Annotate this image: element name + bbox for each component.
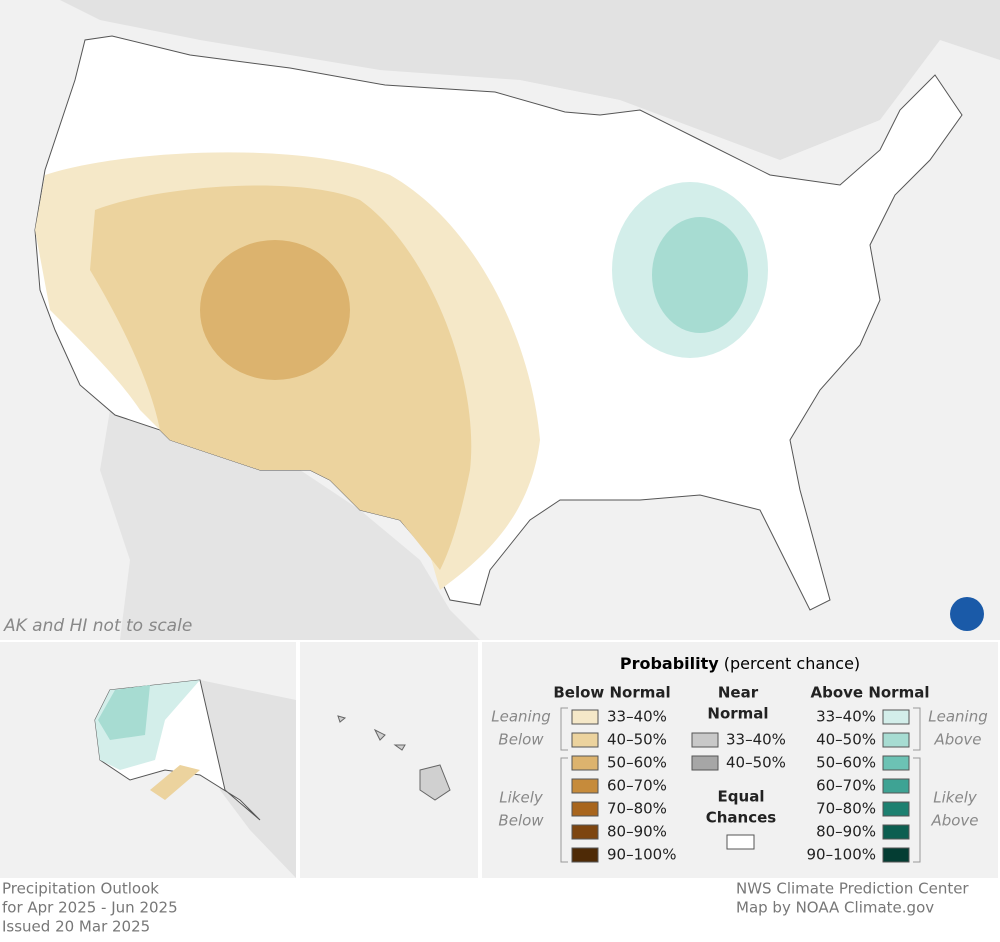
swatch-label: 90–100% — [607, 846, 676, 864]
swatch-label: 33–40% — [607, 708, 667, 726]
swatch-label: 50–60% — [607, 754, 667, 772]
canada-inset — [200, 680, 296, 878]
swatch-label: 70–80% — [607, 800, 667, 818]
swatch — [691, 732, 719, 748]
legend-subtitle: (percent chance) — [724, 654, 860, 673]
swatch-label: 40–50% — [726, 754, 786, 772]
side-label: Likely — [933, 789, 978, 807]
swatch-label: 40–50% — [816, 731, 876, 749]
canada — [60, 0, 1000, 160]
swatch — [726, 834, 755, 850]
footer-text: Precipitation Outlook — [2, 880, 159, 898]
side-label: Above — [933, 731, 981, 749]
heading: Equal — [718, 788, 765, 806]
swatch — [882, 801, 910, 817]
heading: Above Normal — [811, 684, 930, 702]
swatch — [882, 824, 910, 840]
swatch-label: 70–80% — [816, 800, 876, 818]
swatch-label: 50–60% — [816, 754, 876, 772]
side-label: Below — [498, 812, 544, 830]
heading: Chances — [706, 809, 777, 827]
scale-note: AK and HI not to scale — [3, 616, 192, 636]
heading: Below Normal — [553, 684, 670, 702]
side-label: Leaning — [928, 708, 987, 726]
heading: Near — [718, 684, 759, 702]
swatch — [571, 755, 599, 771]
above-40-area — [652, 217, 748, 333]
swatch-label: 80–90% — [816, 823, 876, 841]
bracket — [913, 707, 921, 863]
swatch-label: 90–100% — [807, 846, 876, 864]
alaska-below — [150, 765, 200, 800]
swatch — [691, 755, 719, 771]
swatch-label: 60–70% — [816, 777, 876, 795]
swatch-label: 33–40% — [816, 708, 876, 726]
footer-text: Issued 20 Mar 2025 — [2, 918, 150, 936]
alaska-above-40 — [98, 685, 150, 740]
side-label: Likely — [499, 789, 544, 807]
footer-text: for Apr 2025 - Jun 2025 — [2, 899, 178, 917]
footer-text: NWS Climate Prediction Center — [736, 880, 969, 898]
swatch — [571, 801, 599, 817]
swatch — [882, 778, 910, 794]
swatch — [571, 778, 599, 794]
swatch — [571, 847, 599, 863]
swatch-label: 80–90% — [607, 823, 667, 841]
heading: Normal — [707, 705, 768, 723]
swatch-label: 60–70% — [607, 777, 667, 795]
swatch — [571, 824, 599, 840]
legend: Below Normal 33–40% 40–50% 50–60% 60–70% 70–8… — [491, 684, 987, 864]
side-label: Below — [498, 731, 544, 749]
swatch-label: 40–50% — [607, 731, 667, 749]
mexico — [100, 410, 480, 640]
side-label: Leaning — [491, 708, 550, 726]
swatch-label: 33–40% — [726, 731, 786, 749]
legend-title: Probability (percent chance) — [620, 654, 860, 673]
hawaii-panel — [300, 642, 478, 878]
swatch — [882, 755, 910, 771]
footer-text: Map by NOAA Climate.gov — [736, 899, 934, 917]
swatch — [882, 847, 910, 863]
below-50-area — [200, 240, 350, 380]
swatch — [571, 732, 599, 748]
swatch — [882, 709, 910, 725]
side-label: Above — [930, 812, 978, 830]
swatch — [882, 732, 910, 748]
noaa-logo — [950, 597, 984, 631]
legend-title-main: Probability — [620, 654, 719, 673]
bracket — [560, 707, 568, 863]
hawaii — [337, 715, 451, 801]
swatch — [571, 709, 599, 725]
